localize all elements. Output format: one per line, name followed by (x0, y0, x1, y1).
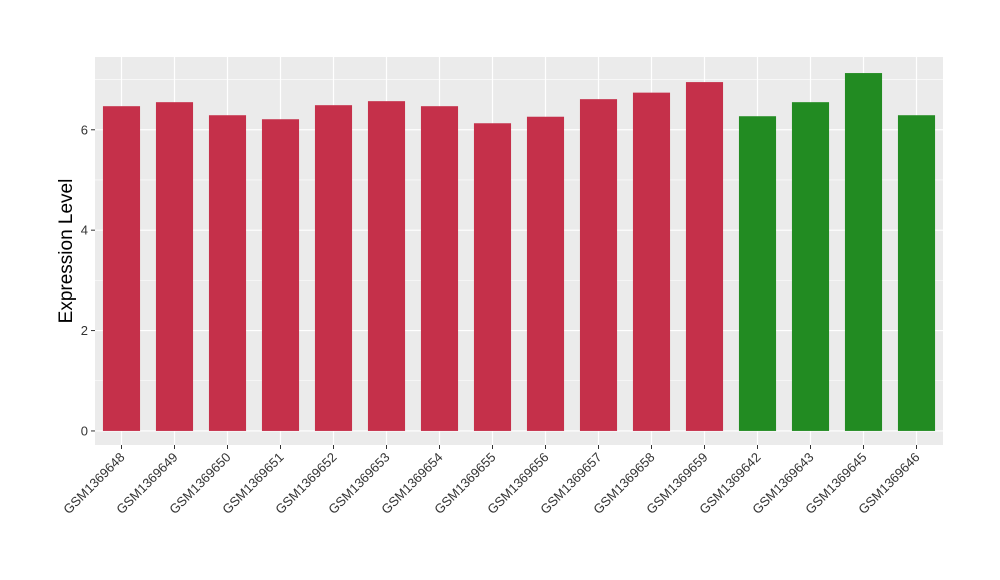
y-axis-title: Expression Level (56, 179, 77, 324)
bars (102, 73, 936, 431)
y-tick-label: 2 (81, 323, 88, 338)
bar-GSM1369652 (314, 105, 353, 431)
bar-GSM1369643 (791, 102, 830, 431)
bar-GSM1369642 (738, 116, 777, 431)
y-tick-label: 4 (81, 223, 88, 238)
bar-GSM1369650 (208, 115, 247, 431)
bar-GSM1369653 (367, 101, 406, 431)
bar-GSM1369645 (844, 73, 883, 431)
y-tick-label: 0 (81, 423, 88, 438)
bar-GSM1369648 (102, 106, 141, 431)
y-axis: 0 2 4 6 (81, 122, 95, 438)
bar-GSM1369655 (473, 123, 512, 431)
bar-GSM1369656 (526, 116, 565, 431)
y-tick-label: 6 (81, 122, 88, 137)
bar-GSM1369654 (420, 106, 459, 431)
bar-GSM1369659 (685, 82, 724, 431)
bar-GSM1369657 (579, 99, 618, 431)
bar-GSM1369649 (155, 102, 194, 431)
bar-GSM1369646 (897, 115, 936, 431)
x-axis: GSM1369648GSM1369649GSM1369650GSM1369651… (60, 445, 923, 517)
bar-GSM1369658 (632, 92, 671, 431)
bar-GSM1369651 (261, 119, 300, 431)
